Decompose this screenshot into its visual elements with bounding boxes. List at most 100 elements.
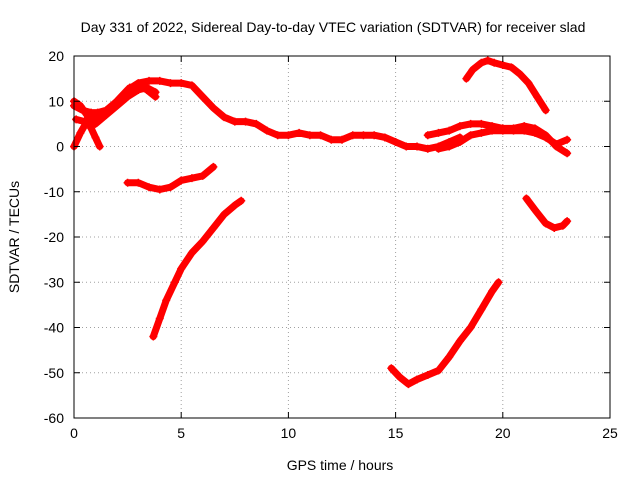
data-point <box>198 92 207 101</box>
y-tick-label: -10 <box>44 184 64 200</box>
data-point <box>76 101 85 110</box>
data-point <box>552 140 561 149</box>
data-point <box>316 131 325 140</box>
data-point <box>123 92 132 101</box>
y-tick-label: -50 <box>44 365 64 381</box>
data-point <box>209 223 218 232</box>
data-point <box>477 58 486 67</box>
data-point <box>295 128 304 137</box>
data-point <box>477 305 486 314</box>
data-point <box>142 83 151 92</box>
data-point <box>380 133 389 142</box>
series-arc-7 <box>387 278 503 389</box>
data-point <box>359 131 368 140</box>
data-point <box>284 131 293 140</box>
data-point <box>230 117 239 126</box>
data-point <box>155 314 164 323</box>
axis-ticks: 0 5 10 15 20 25 20 10 0 -10 -20 -30 -40 -50 -60 <box>44 48 618 441</box>
data-point <box>524 79 533 88</box>
data-point <box>541 133 550 142</box>
data-point <box>230 201 239 210</box>
data-point <box>162 296 171 305</box>
data-point <box>72 115 81 124</box>
data-point <box>466 131 475 140</box>
data-point <box>134 85 143 94</box>
data-point <box>123 178 132 187</box>
data-point <box>402 142 411 151</box>
series-band <box>387 278 502 388</box>
x-tick-label: 25 <box>602 425 618 441</box>
series-band <box>149 197 245 341</box>
y-axis-label: SDTVAR / TECUs <box>6 181 22 293</box>
series-arc-6 <box>149 196 246 341</box>
x-tick-label: 10 <box>281 425 297 441</box>
data-point <box>563 135 572 144</box>
data-point <box>423 144 432 153</box>
data-point <box>445 126 454 135</box>
data-point <box>477 128 486 137</box>
data-point <box>483 56 492 65</box>
data-point <box>166 183 175 192</box>
y-tick-label: 10 <box>48 93 64 109</box>
data-point <box>498 61 507 70</box>
data-point <box>455 122 464 131</box>
data-point <box>177 79 186 88</box>
data-point <box>395 373 404 382</box>
data-point <box>237 196 246 205</box>
data-point <box>563 149 572 158</box>
data-point <box>541 219 550 228</box>
series-arc-8 <box>462 56 550 115</box>
data-point <box>391 137 400 146</box>
data-point <box>112 101 121 110</box>
data-point <box>468 65 477 74</box>
x-tick-label: 5 <box>177 425 185 441</box>
y-tick-label: -20 <box>44 229 64 245</box>
data-point <box>220 210 229 219</box>
data-point <box>455 137 464 146</box>
data-point <box>166 79 175 88</box>
data-point <box>423 131 432 140</box>
data-point <box>187 248 196 257</box>
data-point <box>541 106 550 115</box>
data-point <box>434 144 443 153</box>
data-point <box>80 117 89 126</box>
data-point <box>170 278 179 287</box>
data-point <box>477 119 486 128</box>
y-tick-label: -60 <box>44 410 64 426</box>
data-point <box>155 76 164 85</box>
data-point <box>462 74 471 83</box>
y-tick-label: 20 <box>48 48 64 64</box>
data-point <box>498 126 507 135</box>
chart-title: Day 331 of 2022, Sidereal Day-to-day VTE… <box>81 19 586 35</box>
data-point <box>220 113 229 122</box>
data-point <box>82 110 91 119</box>
data-point <box>466 323 475 332</box>
data-point <box>177 176 186 185</box>
data-point <box>76 128 85 137</box>
data-point <box>530 205 539 214</box>
data-point <box>91 119 100 128</box>
data-point <box>445 352 454 361</box>
data-point <box>490 58 499 67</box>
data-point <box>125 83 134 92</box>
data-point <box>198 237 207 246</box>
data-point <box>305 131 314 140</box>
data-point <box>209 104 218 113</box>
data-point <box>387 364 396 373</box>
data-point <box>488 287 497 296</box>
data-point <box>507 63 516 72</box>
data-point <box>338 135 346 144</box>
y-tick-label: -30 <box>44 274 64 290</box>
data-point <box>198 171 207 180</box>
data-point <box>155 185 164 194</box>
data-point <box>466 119 475 128</box>
data-point <box>455 337 464 346</box>
data-point <box>434 366 443 375</box>
data-point <box>509 126 518 135</box>
data-series <box>70 56 572 389</box>
data-point <box>413 375 422 384</box>
data-point <box>91 133 100 142</box>
series-band <box>462 57 550 114</box>
data-point <box>134 178 143 187</box>
